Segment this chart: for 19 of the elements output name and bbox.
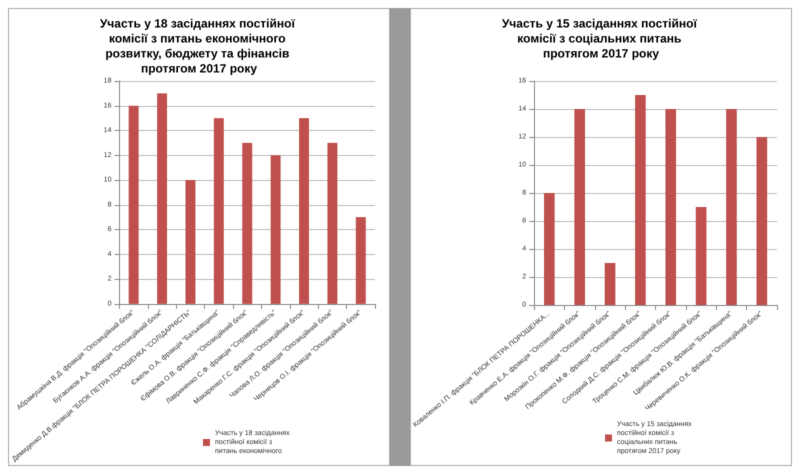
bar (635, 95, 646, 305)
bar (356, 217, 366, 304)
bar (604, 263, 616, 305)
bar (544, 193, 555, 305)
bar (665, 109, 676, 305)
chart-title: Участь у 15 засіданнях постійної комісії з соціальних питань протягом 2017 року (502, 16, 700, 60)
bar (696, 207, 706, 305)
bar (214, 118, 224, 304)
bar (574, 109, 586, 305)
chart-title: Участь у 18 засіданнях постійної комісії з питань економічного розвитку, бюджету та фінансів протягом 2017 року (100, 16, 298, 76)
bar (185, 180, 196, 304)
bar (726, 109, 737, 305)
bar (270, 155, 281, 304)
bar (756, 137, 768, 305)
bar (242, 142, 252, 304)
bar (157, 93, 168, 304)
bar (128, 106, 139, 304)
bar (327, 142, 338, 304)
bar (299, 118, 309, 304)
